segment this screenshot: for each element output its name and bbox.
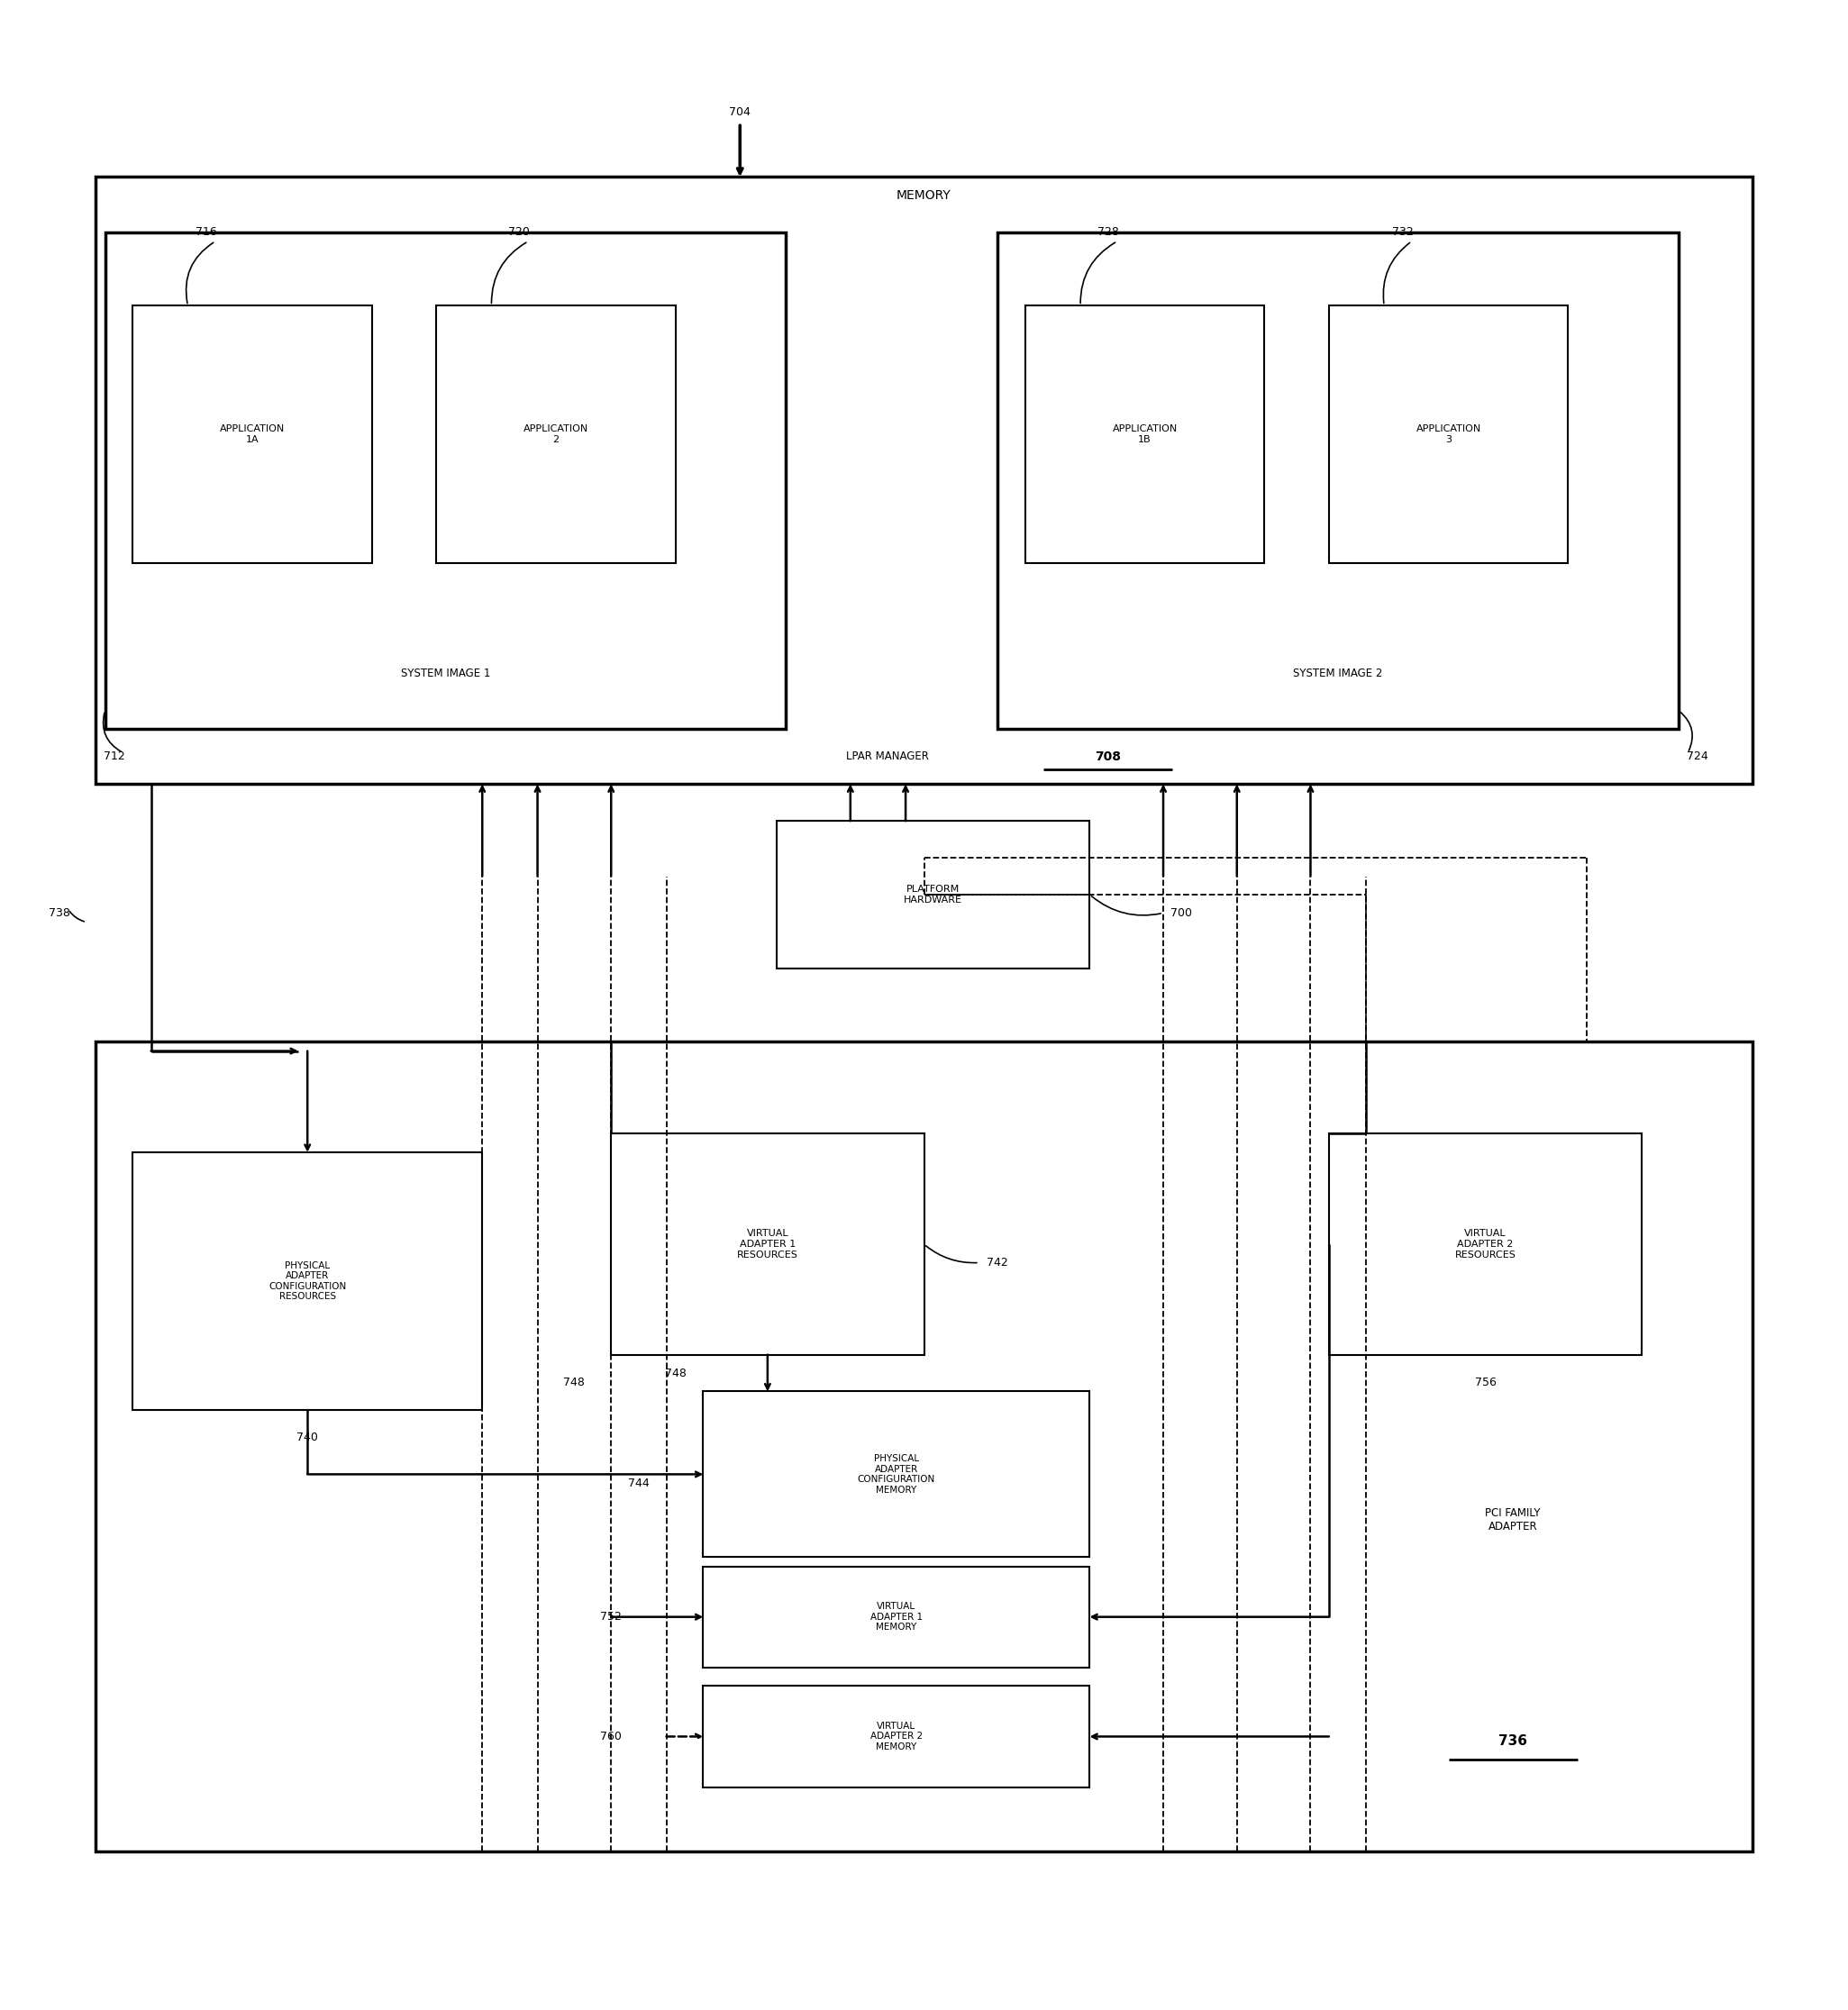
Bar <box>702 1566 1090 1668</box>
Text: APPLICATION
3: APPLICATION 3 <box>1416 424 1480 444</box>
Bar <box>1026 306 1264 563</box>
Bar <box>702 1686 1090 1787</box>
Text: 760: 760 <box>601 1731 623 1743</box>
Text: 728: 728 <box>1098 227 1118 237</box>
Text: PHYSICAL
ADAPTER
CONFIGURATION
MEMORY: PHYSICAL ADAPTER CONFIGURATION MEMORY <box>857 1453 935 1495</box>
Text: APPLICATION
1B: APPLICATION 1B <box>1112 424 1177 444</box>
Bar <box>105 231 785 730</box>
Text: 736: 736 <box>1499 1735 1528 1749</box>
Text: 712: 712 <box>103 750 126 762</box>
Bar <box>998 231 1678 730</box>
Bar <box>96 1041 1752 1851</box>
Text: 708: 708 <box>1096 750 1122 764</box>
Bar <box>133 306 371 563</box>
Text: PCI FAMILY
ADAPTER: PCI FAMILY ADAPTER <box>1486 1508 1541 1534</box>
Bar <box>702 1391 1090 1558</box>
Bar <box>1329 306 1569 563</box>
Bar <box>96 177 1752 784</box>
Bar <box>1329 1134 1641 1355</box>
Text: SYSTEM IMAGE 1: SYSTEM IMAGE 1 <box>401 667 490 679</box>
Text: 700: 700 <box>1172 907 1192 919</box>
Bar <box>776 820 1090 969</box>
Text: 720: 720 <box>508 227 530 237</box>
Text: VIRTUAL
ADAPTER 2
RESOURCES: VIRTUAL ADAPTER 2 RESOURCES <box>1454 1230 1515 1258</box>
Text: 742: 742 <box>987 1256 1009 1268</box>
Bar <box>612 1134 924 1355</box>
Text: 732: 732 <box>1392 227 1414 237</box>
Text: 738: 738 <box>48 907 70 919</box>
Text: 724: 724 <box>1687 750 1708 762</box>
Text: VIRTUAL
ADAPTER 1
MEMORY: VIRTUAL ADAPTER 1 MEMORY <box>870 1602 922 1632</box>
Text: 716: 716 <box>196 227 216 237</box>
Text: MEMORY: MEMORY <box>896 189 952 201</box>
Text: 748: 748 <box>564 1377 586 1389</box>
Text: 756: 756 <box>1475 1377 1497 1389</box>
Text: VIRTUAL
ADAPTER 2
MEMORY: VIRTUAL ADAPTER 2 MEMORY <box>870 1723 922 1751</box>
Text: 740: 740 <box>298 1431 318 1443</box>
Text: 748: 748 <box>665 1367 686 1379</box>
Bar <box>133 1152 482 1409</box>
Text: 752: 752 <box>601 1612 623 1622</box>
Text: 704: 704 <box>730 107 750 119</box>
Bar <box>436 306 676 563</box>
Text: PHYSICAL
ADAPTER
CONFIGURATION
RESOURCES: PHYSICAL ADAPTER CONFIGURATION RESOURCES <box>268 1260 346 1300</box>
Text: APPLICATION
1A: APPLICATION 1A <box>220 424 285 444</box>
Text: 744: 744 <box>628 1477 649 1489</box>
Text: PLATFORM
HARDWARE: PLATFORM HARDWARE <box>904 884 963 904</box>
Text: LPAR MANAGER: LPAR MANAGER <box>846 750 928 762</box>
Text: APPLICATION
2: APPLICATION 2 <box>523 424 588 444</box>
Text: VIRTUAL
ADAPTER 1
RESOURCES: VIRTUAL ADAPTER 1 RESOURCES <box>737 1230 798 1258</box>
Text: SYSTEM IMAGE 2: SYSTEM IMAGE 2 <box>1294 667 1382 679</box>
